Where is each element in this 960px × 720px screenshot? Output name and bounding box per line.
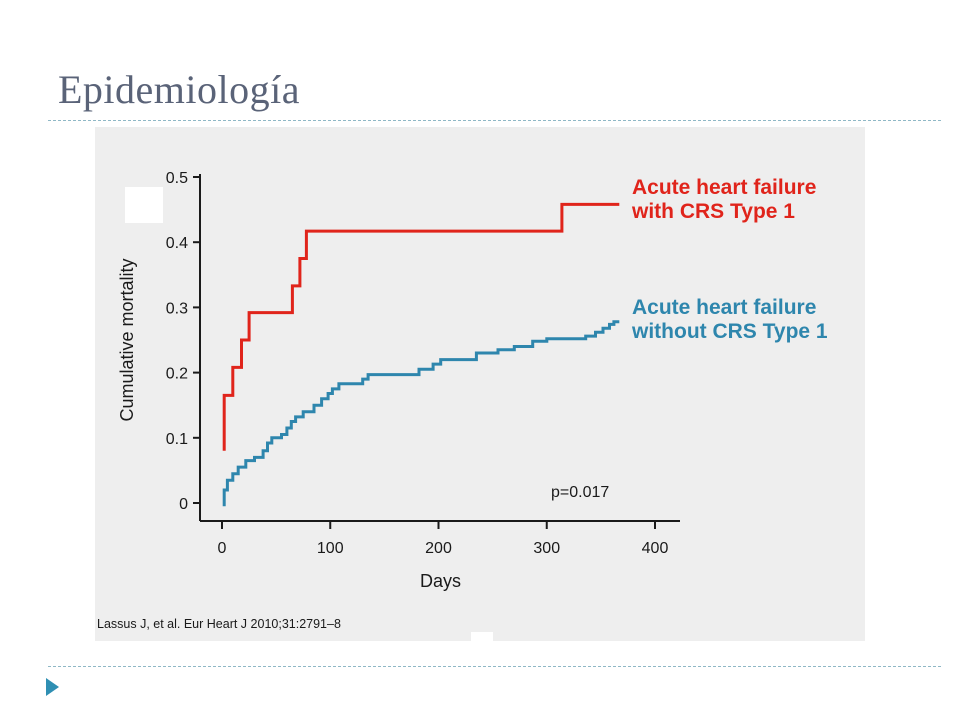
image-artifact-patch bbox=[125, 187, 163, 223]
footer-divider bbox=[48, 666, 941, 667]
y-axis-label: Cumulative mortality bbox=[117, 258, 137, 421]
title-divider bbox=[48, 120, 941, 121]
series-line-1 bbox=[222, 202, 620, 451]
x-tick-label: 300 bbox=[533, 540, 560, 557]
x-tick-label: 400 bbox=[642, 540, 669, 557]
y-tick-label: 0.2 bbox=[166, 366, 188, 383]
x-axis-label: Days bbox=[420, 571, 461, 591]
bullet-arrow-icon bbox=[46, 678, 59, 696]
x-tick-label: 200 bbox=[425, 540, 452, 557]
image-artifact-patch bbox=[471, 632, 493, 641]
p-value-annotation: p=0.017 bbox=[551, 484, 609, 501]
y-tick-label: 0.1 bbox=[166, 431, 188, 448]
mortality-chart: 0 0.1 0.2 0.3 0.4 0.5 0 100 200 300 400 Days Cumulat… bbox=[97, 170, 828, 631]
series-label-1: Acute heart failure bbox=[632, 176, 816, 199]
series-label-1: with CRS Type 1 bbox=[631, 200, 795, 223]
y-tick-label: 0.3 bbox=[166, 300, 188, 317]
y-tick-label: 0.5 bbox=[166, 170, 188, 187]
series-label-2: Acute heart failure bbox=[632, 296, 816, 319]
series-line-2 bbox=[222, 320, 620, 507]
y-tick-label: 0.4 bbox=[166, 235, 188, 252]
slide-title: Epidemiología bbox=[58, 67, 301, 112]
source-citation: Lassus J, et al. Eur Heart J 2010;31:279… bbox=[97, 617, 341, 631]
x-tick-label: 0 bbox=[218, 540, 227, 557]
series-label-2: without CRS Type 1 bbox=[631, 320, 828, 343]
chart-figure: 0 0.1 0.2 0.3 0.4 0.5 0 100 200 300 400 Days Cumulat… bbox=[95, 127, 865, 641]
x-tick-label: 100 bbox=[317, 540, 344, 557]
y-tick-label: 0 bbox=[179, 496, 188, 513]
